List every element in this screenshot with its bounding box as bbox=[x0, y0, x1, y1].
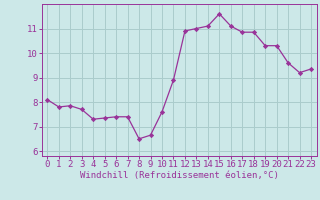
X-axis label: Windchill (Refroidissement éolien,°C): Windchill (Refroidissement éolien,°C) bbox=[80, 171, 279, 180]
